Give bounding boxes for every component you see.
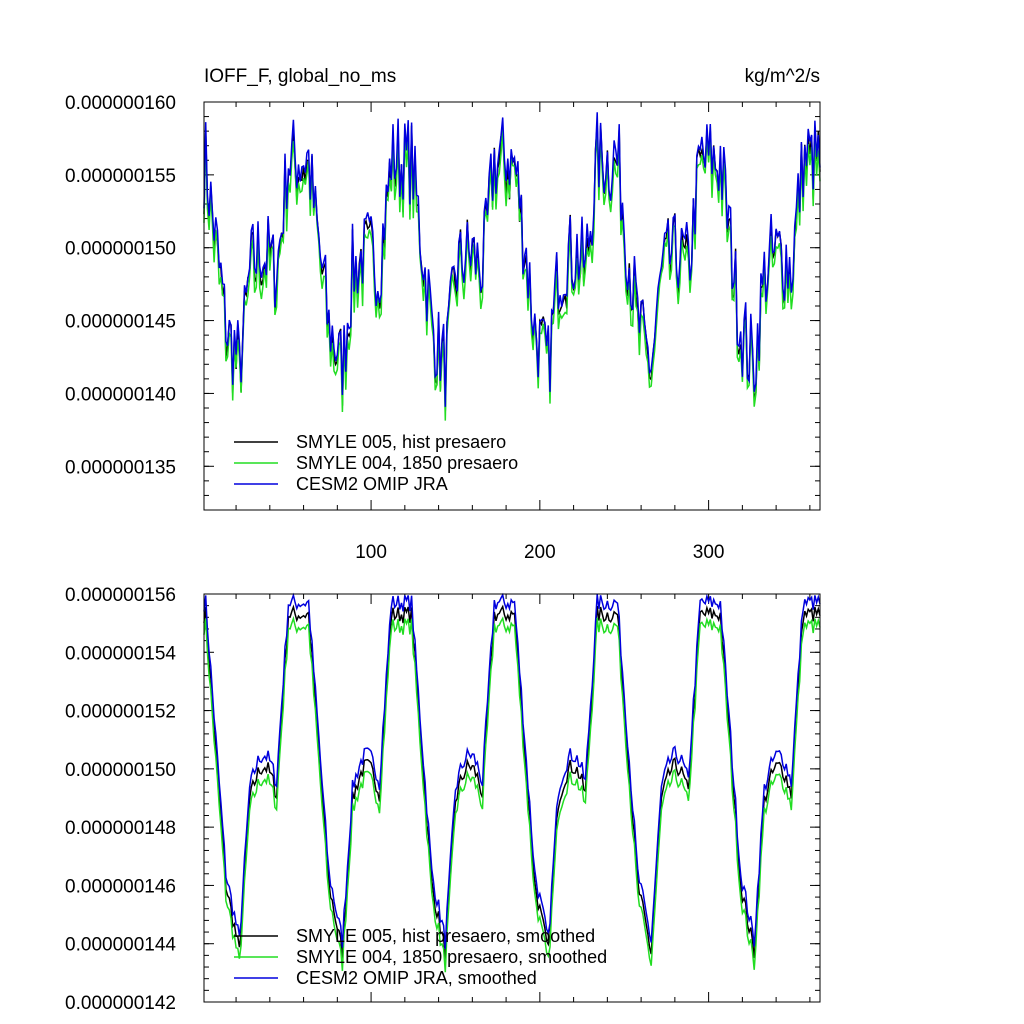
legend-entry: CESM2 OMIP JRA, smoothed [296, 968, 537, 988]
top-title-right: kg/m^2/s [745, 66, 820, 87]
series-line [203, 615, 821, 973]
legend-entry: SMYLE 004, 1850 presaero [296, 453, 518, 473]
y-tick-label: 0.000000155 [65, 166, 176, 187]
series-line [203, 592, 821, 949]
y-tick-label: 0.000000144 [65, 935, 176, 956]
top-plot-frame [203, 101, 821, 511]
y-tick-label: 0.000000146 [65, 876, 176, 897]
bottom-plot-frame [203, 593, 821, 1003]
bottom-panel: 0.000000156 0.000000154 0.000000152 0.00000… [65, 585, 821, 1014]
bottom-tick-marks [204, 593, 820, 1003]
series-line [203, 604, 821, 961]
y-tick-label: 0.000000135 [65, 457, 176, 478]
y-tick-label: 0.000000142 [65, 993, 176, 1014]
y-tick-label: 0.000000152 [65, 702, 176, 723]
y-tick-label: 0.000000160 [65, 93, 176, 114]
top-panel: IOFF_F, global_no_ms kg/m^2/s 0.00000016… [65, 66, 821, 563]
legend-entry: SMYLE 004, 1850 presaero, smoothed [296, 947, 607, 967]
y-tick-label: 0.000000150 [65, 239, 176, 260]
legend-entry: SMYLE 005, hist presaero [296, 432, 506, 452]
bottom-series-lines [203, 592, 821, 973]
x-tick-label: 300 [693, 542, 725, 563]
top-title-left: IOFF_F, global_no_ms [204, 66, 396, 87]
x-tick-label: 100 [355, 542, 387, 563]
top-series-lines [203, 112, 821, 421]
bottom-y-tick-labels: 0.000000156 0.000000154 0.000000152 0.00000… [65, 585, 176, 1014]
bottom-legend: SMYLE 005, hist presaero, smoothedSMYLE … [234, 926, 607, 988]
legend-entry: CESM2 OMIP JRA [296, 474, 448, 494]
y-tick-label: 0.000000148 [65, 818, 176, 839]
top-x-tick-labels: 100 200 300 [355, 542, 724, 563]
y-tick-label: 0.000000154 [65, 643, 176, 664]
series-line [203, 129, 821, 421]
legend-entry: SMYLE 005, hist presaero, smoothed [296, 926, 595, 946]
y-tick-label: 0.000000140 [65, 384, 176, 405]
y-tick-label: 0.000000150 [65, 760, 176, 781]
y-tick-label: 0.000000145 [65, 312, 176, 333]
series-line [203, 112, 821, 407]
top-y-tick-labels: 0.000000160 0.000000155 0.000000150 0.00000… [65, 93, 176, 478]
x-tick-label: 200 [524, 542, 556, 563]
y-tick-label: 0.000000156 [65, 585, 176, 606]
